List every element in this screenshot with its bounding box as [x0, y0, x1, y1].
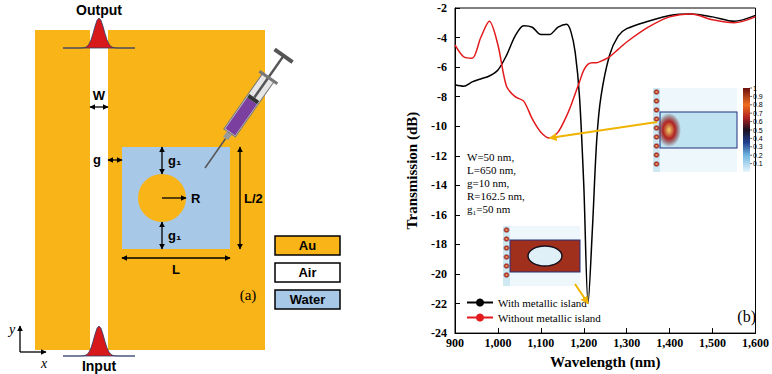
svg-text:0.7: 0.7	[753, 110, 763, 117]
svg-text:Wavelength (nm): Wavelength (nm)	[550, 354, 660, 371]
svg-text:R=162.5 nm,: R=162.5 nm,	[467, 190, 525, 202]
svg-text:0.3: 0.3	[753, 143, 763, 150]
svg-text:0.1: 0.1	[753, 160, 763, 167]
svg-text:y: y	[7, 322, 16, 337]
svg-text:0.6: 0.6	[753, 118, 763, 125]
svg-text:R: R	[191, 191, 201, 206]
svg-text:g₁=50 nm: g₁=50 nm	[467, 203, 511, 215]
svg-text:g₁: g₁	[168, 153, 181, 168]
svg-text:L: L	[172, 262, 180, 277]
svg-text:W: W	[93, 88, 106, 103]
svg-text:Transmission (dB): Transmission (dB)	[404, 112, 421, 230]
svg-text:(b): (b)	[737, 308, 756, 326]
svg-text:Input: Input	[82, 358, 117, 374]
svg-text:0.8: 0.8	[753, 101, 763, 108]
svg-text:0.4: 0.4	[753, 135, 763, 142]
svg-text:0.2: 0.2	[753, 152, 763, 159]
svg-text:1: 1	[753, 85, 757, 92]
svg-text:g=10 nm,: g=10 nm,	[467, 177, 510, 189]
svg-text:1,600: 1,600	[742, 336, 769, 350]
svg-text:-20: -20	[431, 267, 447, 281]
svg-text:0.5: 0.5	[753, 127, 763, 134]
svg-text:W=50 nm,: W=50 nm,	[467, 151, 514, 163]
svg-text:0.9: 0.9	[753, 93, 763, 100]
svg-text:1,300: 1,300	[613, 336, 640, 350]
svg-text:-8: -8	[437, 90, 447, 104]
svg-text:-24: -24	[431, 326, 447, 340]
svg-text:x: x	[40, 356, 48, 371]
svg-text:1,400: 1,400	[656, 336, 683, 350]
svg-text:Au: Au	[299, 238, 316, 253]
svg-text:L=650 nm,: L=650 nm,	[467, 164, 516, 176]
svg-text:g: g	[93, 152, 101, 167]
svg-text:1,200: 1,200	[570, 336, 597, 350]
svg-text:1,100: 1,100	[527, 336, 554, 350]
svg-text:-10: -10	[431, 119, 447, 133]
svg-text:-18: -18	[431, 237, 447, 251]
svg-text:-16: -16	[431, 208, 447, 222]
svg-text:L/2: L/2	[244, 191, 263, 206]
svg-text:900: 900	[446, 336, 464, 350]
svg-text:-14: -14	[431, 178, 447, 192]
svg-text:(a): (a)	[240, 287, 257, 304]
svg-text:Output: Output	[76, 2, 122, 18]
svg-text:g₁: g₁	[168, 228, 181, 243]
svg-text:Air: Air	[298, 265, 316, 280]
svg-text:-6: -6	[437, 60, 447, 74]
svg-text:-2: -2	[437, 1, 447, 15]
svg-text:Without metallic island: Without metallic island	[498, 312, 601, 324]
svg-text:-22: -22	[431, 297, 447, 311]
svg-text:Water: Water	[290, 292, 326, 307]
svg-text:1,500: 1,500	[699, 336, 726, 350]
svg-text:With metallic island: With metallic island	[498, 297, 587, 309]
svg-text:-4: -4	[437, 31, 447, 45]
svg-text:1,000: 1,000	[484, 336, 511, 350]
svg-text:-12: -12	[431, 149, 447, 163]
